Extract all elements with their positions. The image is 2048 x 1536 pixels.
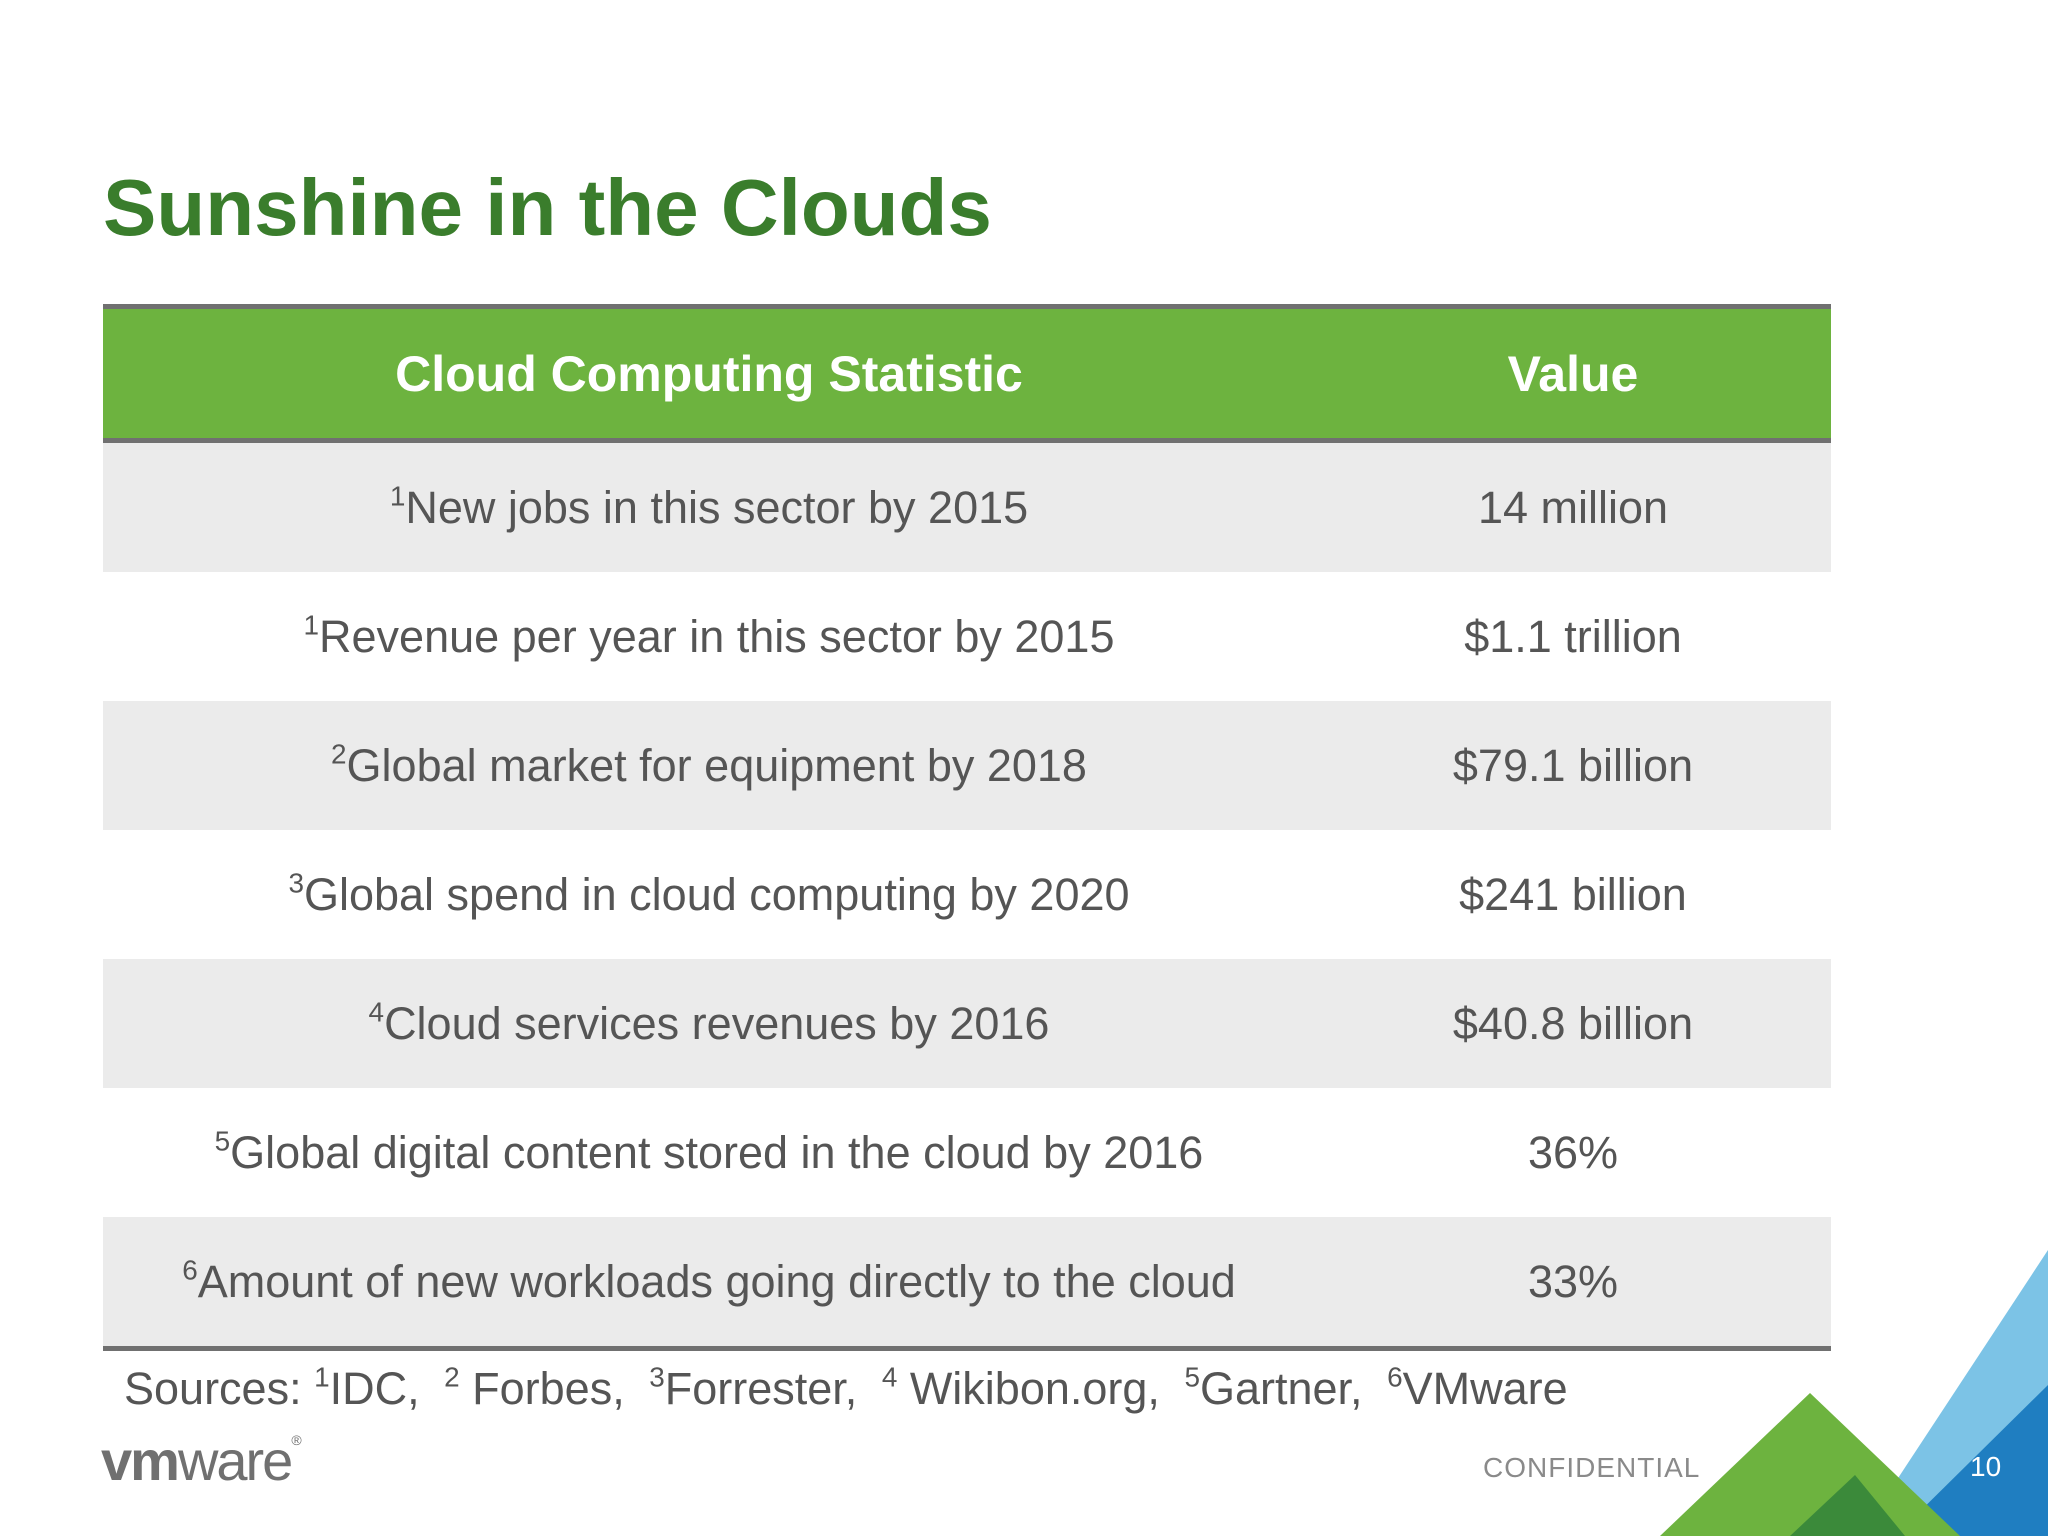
- source-item: 6VMware: [1387, 1363, 1568, 1414]
- footnote-ref: 1: [389, 480, 406, 512]
- statistic-cell: 6Amount of new workloads going directly …: [103, 1217, 1315, 1349]
- dark-green-triangle: [1790, 1475, 1905, 1536]
- green-triangle: [1660, 1393, 1960, 1536]
- logo-ware: ware: [177, 1429, 293, 1492]
- statistic-cell: 5Global digital content stored in the cl…: [103, 1088, 1315, 1217]
- table-row: 4Cloud services revenues by 2016 $40.8 b…: [103, 959, 1831, 1088]
- statistic-text: Global market for equipment by 2018: [346, 739, 1087, 791]
- statistic-cell: 1New jobs in this sector by 2015: [103, 440, 1315, 572]
- page-number: 10: [1970, 1451, 2002, 1482]
- statistic-text: Global digital content stored in the clo…: [230, 1126, 1204, 1178]
- source-name: Forbes,: [459, 1363, 625, 1414]
- source-ref: 3: [649, 1361, 665, 1393]
- footnote-ref: 3: [288, 867, 304, 899]
- source-ref: 2: [444, 1361, 460, 1393]
- value-cell: 14 million: [1315, 440, 1831, 572]
- footnote-ref: 4: [368, 996, 385, 1028]
- value-cell: $1.1 trillion: [1315, 572, 1831, 701]
- statistic-text: Global spend in cloud computing by 2020: [303, 868, 1130, 920]
- statistics-table: Cloud Computing Statistic Value 1New job…: [103, 304, 1831, 1351]
- statistic-text: New jobs in this sector by 2015: [405, 481, 1029, 533]
- logo-vm: vm: [101, 1429, 180, 1492]
- slide-title: Sunshine in the Clouds: [103, 163, 992, 252]
- source-item: 1IDC,: [314, 1363, 420, 1414]
- footnote-ref: 1: [303, 609, 320, 641]
- value-cell: $40.8 billion: [1315, 959, 1831, 1088]
- value-cell: $241 billion: [1315, 830, 1831, 959]
- statistic-cell: 1Revenue per year in this sector by 2015: [103, 572, 1315, 701]
- footnote-ref: 2: [331, 738, 347, 770]
- table-row: 5Global digital content stored in the cl…: [103, 1088, 1831, 1217]
- statistic-cell: 4Cloud services revenues by 2016: [103, 959, 1315, 1088]
- source-name: Gartner,: [1199, 1363, 1363, 1414]
- source-ref: 5: [1184, 1361, 1200, 1393]
- value-cell: $79.1 billion: [1315, 701, 1831, 830]
- source-ref: 6: [1387, 1361, 1403, 1393]
- statistic-text: Amount of new workloads going directly t…: [197, 1255, 1236, 1307]
- statistic-column-header: Cloud Computing Statistic: [103, 306, 1315, 441]
- source-name: IDC,: [329, 1363, 420, 1414]
- source-item: 5Gartner,: [1184, 1363, 1362, 1414]
- table-row: 1Revenue per year in this sector by 2015…: [103, 572, 1831, 701]
- footnote-ref: 5: [214, 1125, 231, 1157]
- value-cell: 33%: [1315, 1217, 1831, 1349]
- source-name: VMware: [1402, 1363, 1568, 1414]
- table-row: 1New jobs in this sector by 2015 14 mill…: [103, 440, 1831, 572]
- source-item: 3Forrester,: [649, 1363, 857, 1414]
- footnote-ref: 6: [182, 1254, 198, 1286]
- statistic-text: Cloud services revenues by 2016: [384, 997, 1050, 1049]
- source-item: 2 Forbes,: [444, 1363, 625, 1414]
- statistic-cell: 2Global market for equipment by 2018: [103, 701, 1315, 830]
- value-cell: 36%: [1315, 1088, 1831, 1217]
- source-name: Wikibon.org,: [897, 1363, 1160, 1414]
- source-ref: 4: [881, 1361, 898, 1393]
- vmware-logo: vmware®: [101, 1433, 302, 1489]
- confidential-label: CONFIDENTIAL: [1483, 1452, 1701, 1483]
- statistic-cell: 3Global spend in cloud computing by 2020: [103, 830, 1315, 959]
- table-row: 6Amount of new workloads going directly …: [103, 1217, 1831, 1349]
- source-item: 4 Wikibon.org,: [882, 1363, 1160, 1414]
- table-row: 3Global spend in cloud computing by 2020…: [103, 830, 1831, 959]
- light-blue-triangle: [1860, 1250, 2048, 1536]
- value-column-header: Value: [1315, 306, 1831, 441]
- source-ref: 1: [314, 1361, 330, 1393]
- sources-footnote: Sources: 1IDC, 2 Forbes, 3Forrester, 4 W…: [124, 1363, 1580, 1415]
- sources-label: Sources:: [124, 1363, 302, 1414]
- statistic-text: Revenue per year in this sector by 2015: [319, 610, 1115, 662]
- table-row: 2Global market for equipment by 2018 $79…: [103, 701, 1831, 830]
- table-header-row: Cloud Computing Statistic Value: [103, 306, 1831, 441]
- source-name: Forrester,: [664, 1363, 858, 1414]
- logo-registered-mark: ®: [291, 1432, 302, 1448]
